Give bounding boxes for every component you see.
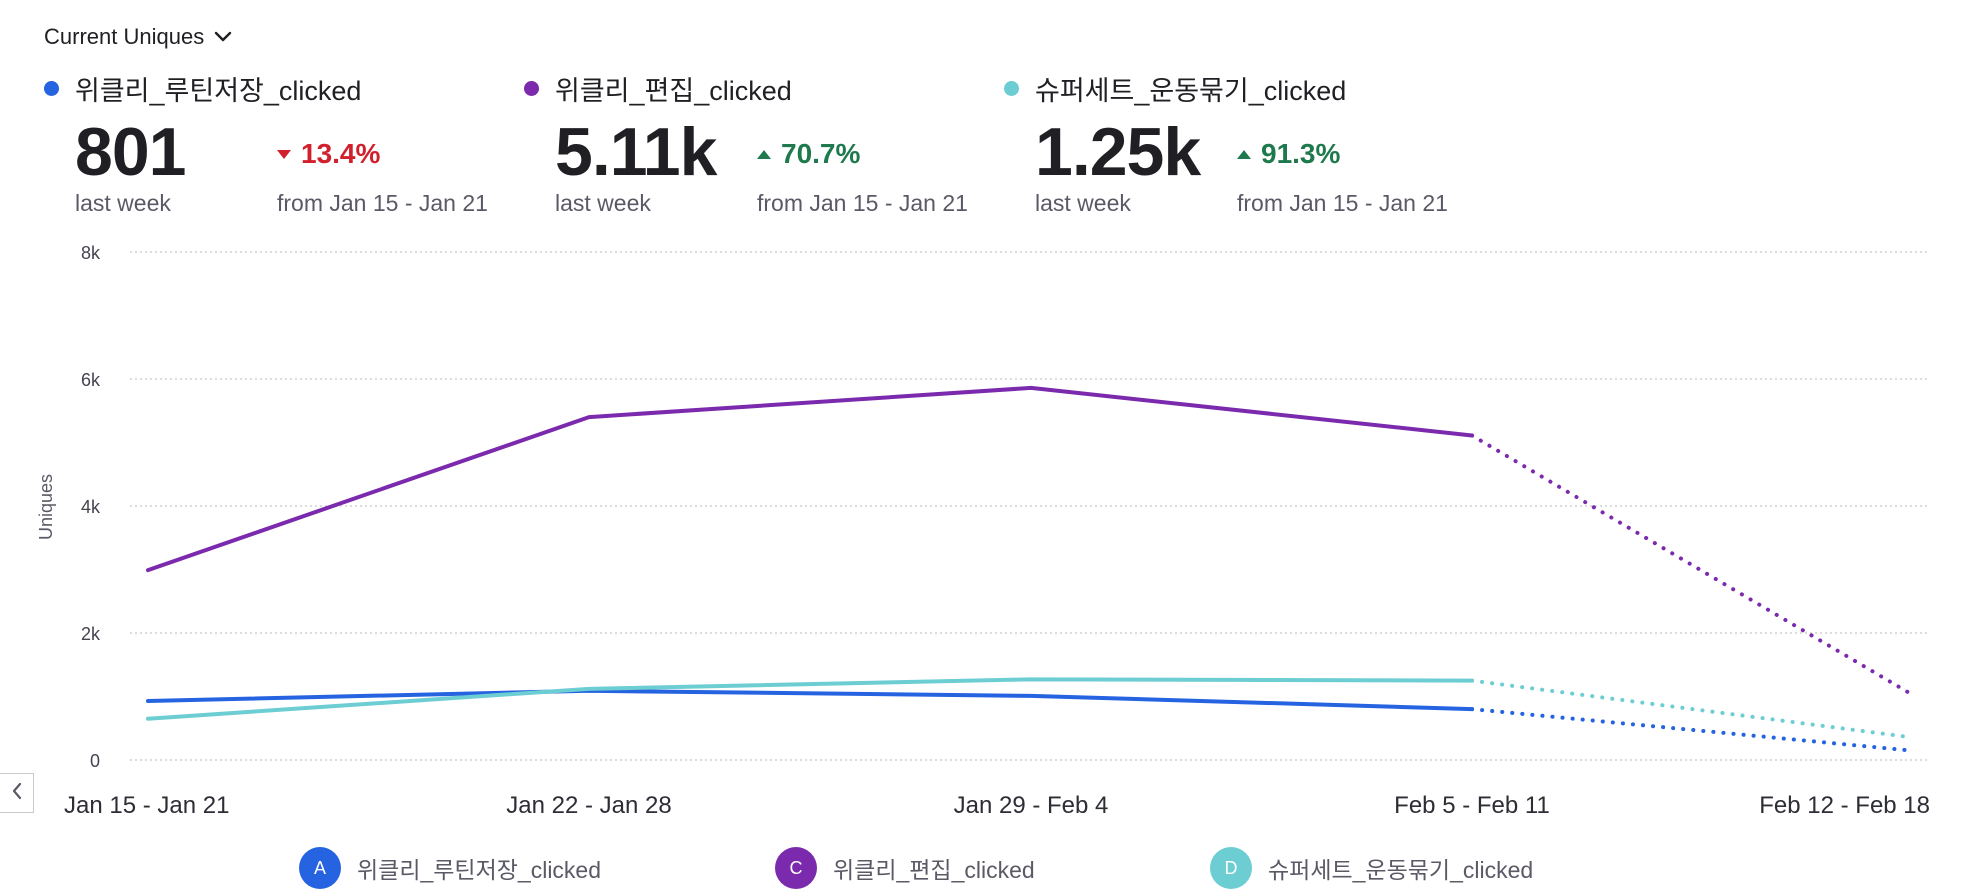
- y-tick-label: 6k: [81, 370, 101, 390]
- series-line-d[interactable]: [146, 677, 1474, 721]
- y-tick-label: 0: [90, 751, 100, 771]
- y-axis-ticks: 0 2k 4k 6k 8k: [81, 243, 101, 771]
- summary-value: 801: [75, 114, 186, 190]
- summary-compare: from Jan 15 - Jan 21: [1237, 190, 1448, 216]
- legend-item-a[interactable]: A 위클리_루틴저장_clicked: [299, 847, 601, 889]
- legend-item-c[interactable]: C 위클리_편집_clicked: [775, 847, 1035, 889]
- summary-change: 70.7%: [757, 138, 860, 170]
- summary-series-name: 슈퍼세트_운동묶기_clicked: [1035, 75, 1347, 106]
- trend-down-icon: [277, 149, 291, 159]
- legend-label: 위클리_루틴저장_clicked: [357, 857, 602, 883]
- series-line-a[interactable]: [146, 688, 1474, 712]
- trend-up-icon: [757, 149, 771, 159]
- series-incomplete-line-d[interactable]: [1470, 678, 1912, 740]
- metric-selector-label: Current Uniques: [44, 24, 205, 49]
- x-tick-label: Feb 5 - Feb 11: [1394, 792, 1550, 819]
- series-dot-c: [524, 80, 539, 96]
- y-tick-label: 2k: [81, 624, 101, 644]
- summary-value-caption: last week: [555, 190, 651, 216]
- x-tick-label: Jan 29 - Feb 4: [954, 792, 1109, 819]
- summary-series-name: 위클리_루틴저장_clicked: [75, 75, 362, 106]
- summary-compare: from Jan 15 - Jan 21: [757, 190, 968, 216]
- chevron-left-icon: [11, 782, 23, 805]
- y-axis-title: Uniques: [36, 474, 56, 540]
- summary-compare: from Jan 15 - Jan 21: [277, 190, 488, 216]
- summary-card-c: 위클리_편집_clicked 5.11k 70.7% last week fro…: [524, 68, 984, 216]
- summary-change-value: 70.7%: [781, 138, 861, 169]
- scroll-left-button[interactable]: [0, 773, 34, 813]
- legend-label: 위클리_편집_clicked: [833, 857, 1035, 883]
- y-tick-label: 8k: [81, 243, 101, 263]
- legend-badge-d: D: [1210, 847, 1252, 889]
- summary-change: 91.3%: [1237, 138, 1340, 170]
- summary-value: 5.11k: [555, 114, 717, 190]
- series-line-c[interactable]: [146, 385, 1474, 573]
- summary-change-value: 13.4%: [301, 138, 381, 169]
- chevron-down-icon: [214, 31, 232, 43]
- chart-series: [146, 385, 1912, 753]
- x-tick-label: Feb 12 - Feb 18: [1759, 792, 1930, 819]
- summary-value-caption: last week: [75, 190, 171, 216]
- trend-up-icon: [1237, 149, 1251, 159]
- legend-badge-a: A: [299, 847, 341, 889]
- summary-value: 1.25k: [1035, 114, 1201, 190]
- chart-grid: [130, 251, 1930, 761]
- series-dot-a: [44, 80, 59, 96]
- summary-series-name: 위클리_편집_clicked: [555, 75, 792, 106]
- y-tick-label: 4k: [81, 497, 101, 517]
- legend-badge-c: C: [775, 847, 817, 889]
- summary-card-d: 슈퍼세트_운동묶기_clicked 1.25k 91.3% last week …: [1004, 68, 1464, 216]
- series-dot-d: [1004, 80, 1019, 96]
- series-incomplete-line-c[interactable]: [1470, 433, 1912, 696]
- summary-value-caption: last week: [1035, 190, 1131, 216]
- x-axis-ticks: Jan 15 - Jan 21 Jan 22 - Jan 28 Jan 29 - F…: [64, 792, 1930, 819]
- summary-card-a: 위클리_루틴저장_clicked 801 13.4% last week fro…: [44, 68, 504, 216]
- metric-selector[interactable]: Current Uniques: [44, 24, 232, 50]
- series-incomplete-line-a[interactable]: [1470, 707, 1912, 753]
- legend-item-d[interactable]: D 슈퍼세트_운동묶기_clicked: [1210, 847, 1533, 889]
- x-tick-label: Jan 15 - Jan 21: [64, 792, 229, 819]
- legend-label: 슈퍼세트_운동묶기_clicked: [1268, 857, 1534, 883]
- summary-change: 13.4%: [277, 138, 380, 170]
- summary-change-value: 91.3%: [1261, 138, 1341, 169]
- x-tick-label: Jan 22 - Jan 28: [506, 792, 671, 819]
